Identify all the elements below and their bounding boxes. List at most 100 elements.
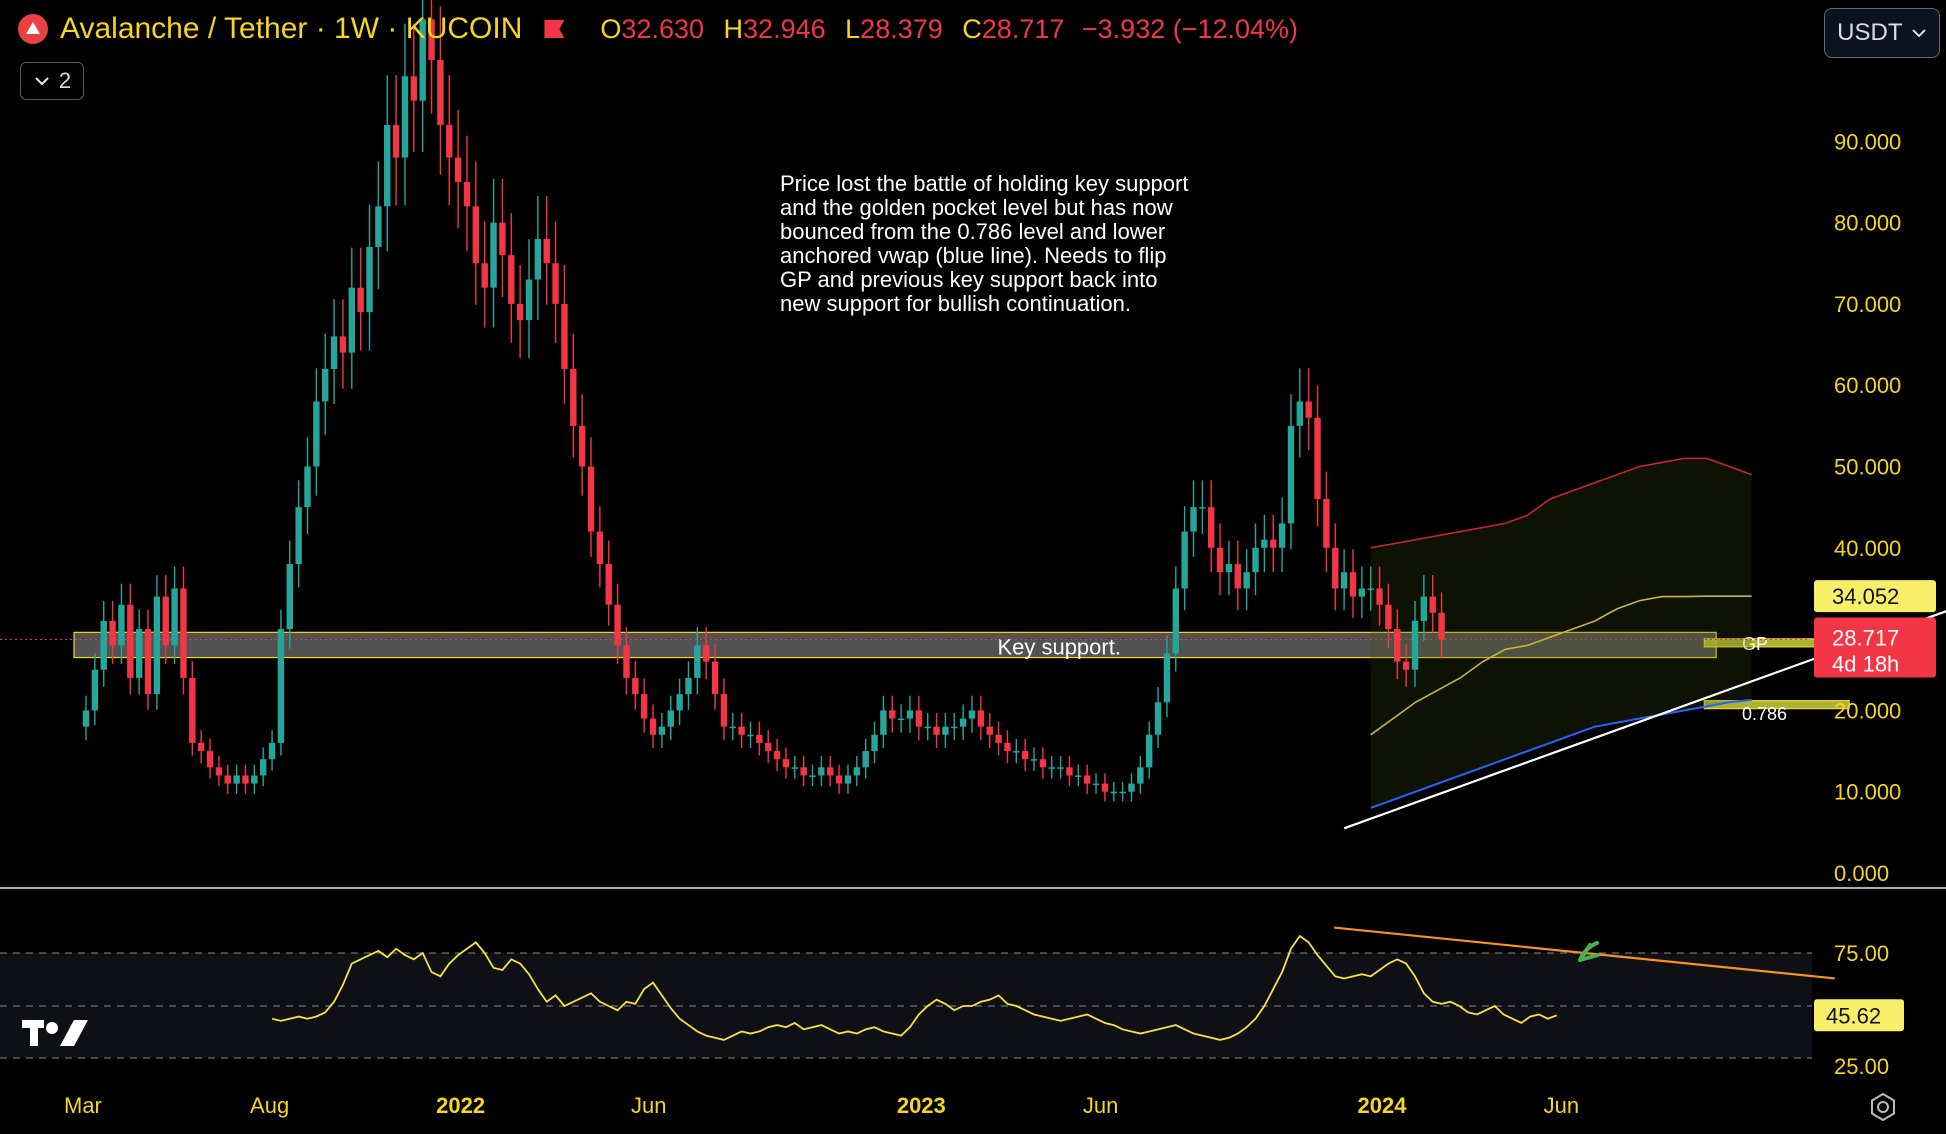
candle[interactable]: [1278, 523, 1286, 548]
candle[interactable]: [1092, 783, 1100, 786]
candle[interactable]: [1154, 702, 1162, 735]
candle[interactable]: [366, 246, 373, 313]
candle[interactable]: [835, 775, 843, 784]
candle[interactable]: [968, 710, 976, 719]
candle[interactable]: [392, 125, 400, 158]
candle[interactable]: [525, 279, 533, 321]
candle[interactable]: [1048, 767, 1055, 769]
candle[interactable]: [1411, 620, 1419, 670]
candle[interactable]: [871, 734, 878, 752]
candle[interactable]: [1385, 604, 1392, 630]
candle[interactable]: [773, 751, 781, 760]
candle[interactable]: [251, 775, 258, 784]
candle[interactable]: [135, 629, 143, 678]
candle[interactable]: [516, 303, 524, 321]
candle[interactable]: [233, 775, 240, 784]
candle[interactable]: [658, 726, 666, 735]
candle[interactable]: [561, 303, 568, 369]
candle[interactable]: [91, 669, 99, 711]
candle[interactable]: [1358, 588, 1366, 597]
candle[interactable]: [1402, 661, 1410, 670]
candle[interactable]: [623, 645, 630, 678]
candle[interactable]: [827, 767, 834, 776]
candle[interactable]: [313, 401, 320, 467]
candle[interactable]: [295, 507, 302, 565]
candle[interactable]: [1075, 775, 1082, 777]
candle[interactable]: [215, 767, 223, 776]
candle[interactable]: [224, 775, 231, 784]
candle[interactable]: [428, 19, 435, 61]
candle[interactable]: [1181, 531, 1188, 589]
candle[interactable]: [1083, 775, 1091, 784]
candle[interactable]: [180, 588, 187, 678]
candle[interactable]: [1270, 539, 1277, 548]
candle[interactable]: [481, 263, 488, 288]
candle[interactable]: [153, 596, 161, 695]
candle[interactable]: [242, 775, 249, 784]
candle[interactable]: [348, 287, 355, 353]
candle[interactable]: [339, 336, 347, 353]
candle[interactable]: [667, 710, 674, 727]
candle[interactable]: [1243, 572, 1250, 589]
candle[interactable]: [1057, 767, 1064, 769]
candle[interactable]: [82, 710, 90, 727]
fib-0786-zone[interactable]: [1703, 700, 1850, 710]
candle[interactable]: [410, 76, 418, 101]
candle[interactable]: [587, 466, 595, 532]
candle[interactable]: [1190, 507, 1197, 532]
candle[interactable]: [986, 726, 993, 735]
candle[interactable]: [791, 767, 798, 769]
candle[interactable]: [800, 767, 807, 776]
candle[interactable]: [809, 775, 816, 777]
vwap-upper-line[interactable]: [1370, 457, 1752, 549]
candle[interactable]: [924, 726, 931, 729]
candle[interactable]: [765, 742, 772, 752]
candle[interactable]: [286, 564, 293, 630]
candle[interactable]: [729, 726, 736, 729]
candle[interactable]: [1172, 588, 1179, 654]
candle[interactable]: [144, 629, 152, 695]
candle[interactable]: [1066, 767, 1073, 776]
candle[interactable]: [1261, 539, 1268, 548]
candle[interactable]: [1119, 791, 1126, 794]
candle[interactable]: [260, 759, 267, 776]
candle[interactable]: [995, 734, 1002, 743]
candle[interactable]: [1340, 572, 1348, 589]
candle[interactable]: [720, 694, 728, 727]
analysis-note[interactable]: Price lost the battle of holding key sup…: [780, 171, 1189, 316]
candle[interactable]: [977, 710, 985, 727]
candle[interactable]: [596, 531, 604, 565]
candle[interactable]: [171, 588, 178, 646]
candle[interactable]: [1146, 734, 1153, 768]
candle[interactable]: [1323, 499, 1330, 548]
candle[interactable]: [1438, 612, 1445, 640]
candle[interactable]: [463, 181, 471, 207]
candle[interactable]: [570, 368, 577, 426]
candle[interactable]: [1208, 507, 1215, 548]
candle[interactable]: [703, 645, 710, 662]
candle[interactable]: [1039, 759, 1047, 768]
candle[interactable]: [649, 718, 657, 735]
rsi-line[interactable]: [271, 934, 1558, 1041]
candle[interactable]: [508, 255, 515, 304]
candle[interactable]: [933, 726, 940, 735]
candle[interactable]: [747, 734, 754, 737]
candle[interactable]: [490, 222, 497, 288]
candle[interactable]: [1349, 572, 1357, 597]
candle[interactable]: [853, 767, 861, 776]
candle[interactable]: [1163, 653, 1171, 703]
candle[interactable]: [534, 238, 542, 280]
candle[interactable]: [1030, 759, 1038, 761]
candle[interactable]: [162, 596, 169, 646]
candle[interactable]: [1420, 596, 1428, 621]
candle[interactable]: [1305, 401, 1312, 418]
candle[interactable]: [897, 718, 905, 721]
candle[interactable]: [1199, 507, 1206, 509]
candle[interactable]: [454, 157, 462, 182]
candle[interactable]: [782, 759, 790, 768]
candle[interactable]: [118, 604, 125, 646]
candle[interactable]: [632, 677, 639, 695]
symbol-title[interactable]: Avalanche / Tether · 1W · KUCOIN: [60, 12, 523, 45]
candle[interactable]: [384, 125, 391, 207]
